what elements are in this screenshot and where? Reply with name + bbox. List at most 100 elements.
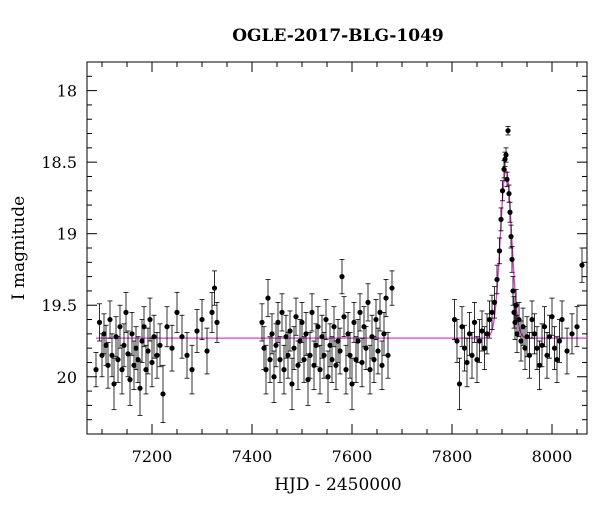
data-point — [164, 324, 170, 330]
y-axis-title: I magnitude — [9, 196, 29, 300]
data-point — [335, 338, 341, 344]
data-point — [273, 342, 279, 348]
y-tick-label: 19.5 — [41, 296, 77, 315]
data-point — [279, 309, 285, 315]
x-tick-label: 7800 — [432, 447, 473, 466]
data-point — [325, 374, 331, 380]
data-point — [194, 328, 200, 334]
data-point — [285, 352, 291, 358]
data-point — [179, 334, 185, 340]
data-point — [289, 381, 295, 387]
data-point — [129, 331, 135, 337]
data-point — [529, 316, 535, 323]
data-point — [283, 334, 289, 340]
data-point — [139, 338, 145, 344]
y-tick-label: 20 — [57, 368, 77, 387]
data-point — [211, 285, 218, 291]
data-point — [147, 316, 153, 323]
data-point — [103, 342, 109, 348]
data-points — [93, 125, 585, 423]
data-point — [491, 299, 498, 305]
data-point — [494, 276, 500, 283]
data-point — [277, 357, 283, 363]
data-point — [291, 345, 297, 351]
data-point — [505, 128, 511, 134]
data-point — [367, 367, 373, 373]
data-point — [189, 367, 195, 373]
data-point — [486, 316, 493, 323]
data-point — [381, 331, 387, 337]
tick-labels: 7200 7400 7600 7800 8000 18 18.5 19 19.5 20 — [41, 82, 572, 466]
data-point — [524, 334, 530, 340]
data-point — [509, 256, 515, 263]
x-tick-label: 7600 — [332, 447, 373, 466]
data-point — [117, 324, 123, 330]
data-point — [506, 191, 512, 197]
data-point — [295, 362, 301, 368]
data-point — [111, 381, 117, 387]
data-point — [343, 367, 349, 373]
data-point — [149, 359, 155, 366]
data-point — [323, 316, 329, 323]
data-point — [317, 367, 323, 373]
data-point — [484, 331, 490, 337]
data-point — [377, 309, 383, 315]
data-point — [496, 248, 503, 254]
data-point — [263, 367, 269, 373]
data-point — [498, 216, 504, 222]
data-point — [157, 342, 163, 348]
data-point — [534, 345, 540, 351]
data-point — [353, 357, 359, 363]
data-point — [385, 352, 391, 358]
data-point — [327, 342, 333, 348]
data-point — [145, 348, 151, 354]
data-point — [287, 328, 293, 334]
data-point — [454, 338, 460, 344]
data-point — [481, 345, 488, 351]
data-point — [551, 345, 558, 351]
data-point — [476, 338, 483, 344]
data-point — [143, 367, 149, 373]
data-point — [556, 338, 563, 344]
data-point — [541, 324, 548, 330]
data-point — [119, 367, 125, 373]
data-point — [331, 324, 337, 330]
data-point — [549, 314, 555, 320]
data-point — [281, 367, 287, 373]
data-point — [133, 345, 139, 351]
data-point — [341, 314, 347, 320]
data-point — [141, 324, 147, 330]
y-tick-label: 18 — [57, 82, 77, 101]
data-point — [479, 328, 485, 334]
data-point — [319, 334, 325, 340]
data-point — [154, 352, 160, 358]
data-point — [351, 319, 357, 325]
data-point — [379, 362, 385, 368]
data-point — [269, 331, 275, 337]
data-point — [169, 345, 175, 351]
x-tick-label: 7200 — [132, 447, 173, 466]
data-point — [151, 334, 157, 340]
data-point — [309, 309, 315, 315]
data-point — [371, 357, 377, 363]
data-point — [275, 319, 281, 325]
data-point — [333, 362, 339, 368]
data-point — [199, 316, 205, 323]
chart-title: OGLE-2017-BLG-1049 — [232, 26, 444, 46]
data-point — [503, 152, 509, 158]
data-point — [160, 391, 166, 397]
data-point — [127, 377, 133, 383]
y-tick-label: 19 — [57, 225, 77, 244]
data-point — [96, 319, 103, 325]
data-point — [265, 295, 271, 301]
data-point — [299, 319, 305, 325]
data-point — [337, 348, 343, 354]
data-point — [564, 348, 570, 354]
data-point — [359, 359, 365, 366]
data-point — [464, 359, 470, 366]
data-point — [461, 345, 468, 351]
data-point — [121, 342, 127, 348]
data-point — [383, 295, 389, 301]
x-tick-label: 7400 — [232, 447, 273, 466]
